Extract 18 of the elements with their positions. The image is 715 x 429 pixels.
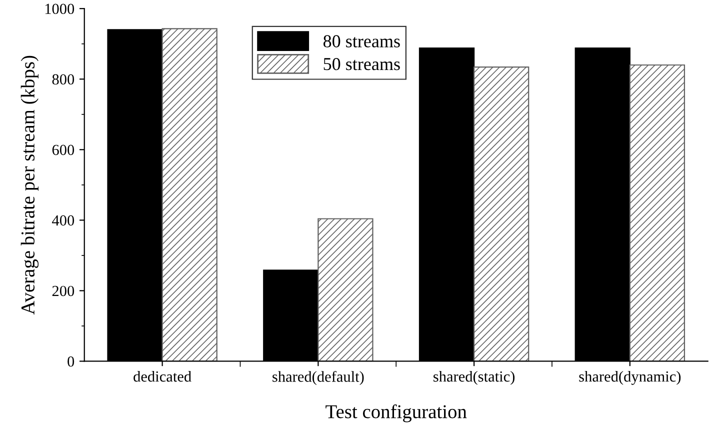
y-tick-label: 400 <box>52 215 74 226</box>
bar <box>473 66 530 362</box>
y-tick-label: 600 <box>52 144 74 156</box>
x-tick-label: shared(dynamic) <box>579 370 681 385</box>
x-tick-label: shared(default) <box>272 370 364 385</box>
y-tick-label: 0 <box>68 356 74 367</box>
bar <box>629 64 686 362</box>
y-axis-title: Average bitrate per stream (kbps) <box>20 56 39 315</box>
x-axis-title: Test configuration <box>326 404 467 422</box>
y-tick-label: 800 <box>52 74 74 85</box>
legend-label: 50 streams <box>324 58 400 70</box>
bar <box>162 28 218 362</box>
y-tick-label: 200 <box>52 286 74 296</box>
y-tick-label: 1000 <box>45 4 74 14</box>
bar <box>318 218 374 362</box>
legend-label: 80 streams <box>323 35 400 48</box>
x-tick-label: dedicated <box>134 370 192 382</box>
x-tick-label: shared(static) <box>434 370 515 385</box>
